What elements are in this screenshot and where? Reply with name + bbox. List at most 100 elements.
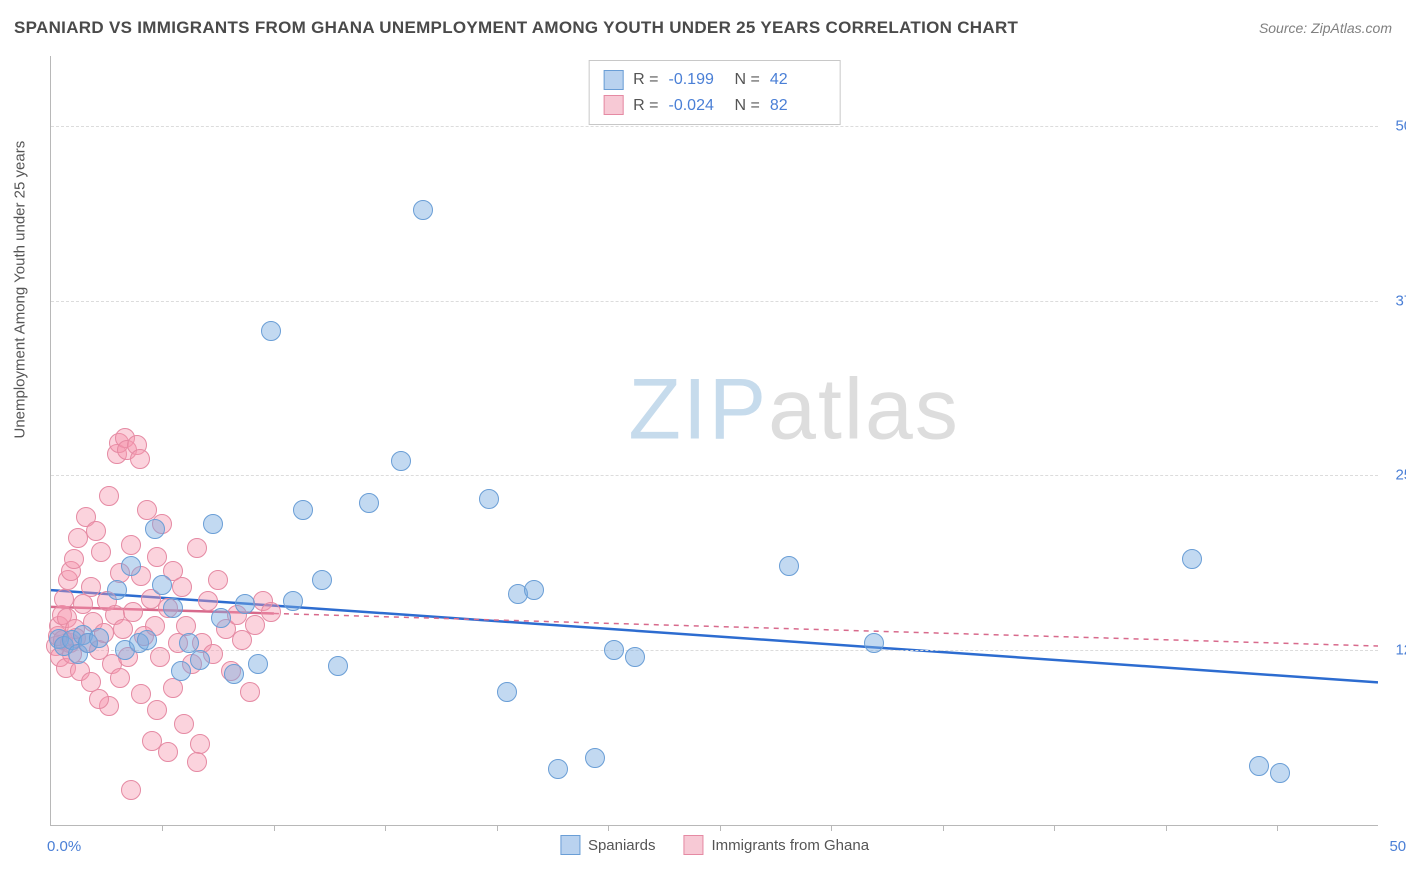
- x-tick: [1277, 825, 1278, 831]
- x-axis-max: 50.0%: [1389, 838, 1406, 855]
- data-point-spaniards: [89, 628, 109, 648]
- y-tick-label: 12.5%: [1384, 642, 1406, 659]
- data-point-spaniards: [145, 519, 165, 539]
- correlation-row-ghana: R = -0.024 N = 82: [603, 93, 826, 119]
- data-point-spaniards: [359, 493, 379, 513]
- data-point-ghana: [198, 591, 218, 611]
- data-point-ghana: [130, 449, 150, 469]
- gridline: [51, 126, 1378, 127]
- data-point-ghana: [121, 780, 141, 800]
- data-point-ghana: [64, 549, 84, 569]
- y-axis-title: Unemployment Among Youth under 25 years: [12, 141, 29, 439]
- r-label: R =: [633, 67, 658, 93]
- data-point-spaniards: [585, 748, 605, 768]
- n-value-spaniards: 42: [770, 67, 826, 93]
- x-tick: [274, 825, 275, 831]
- data-point-spaniards: [261, 321, 281, 341]
- x-tick: [943, 825, 944, 831]
- data-point-spaniards: [283, 591, 303, 611]
- trend-lines: [51, 56, 1378, 825]
- data-point-spaniards: [121, 556, 141, 576]
- x-tick: [720, 825, 721, 831]
- data-point-spaniards: [107, 580, 127, 600]
- scatter-plot-area: ZIPatlas R = -0.199 N = 42 R = -0.024 N …: [50, 56, 1378, 826]
- data-point-ghana: [172, 577, 192, 597]
- data-point-ghana: [68, 528, 88, 548]
- data-point-spaniards: [524, 580, 544, 600]
- gridline: [51, 475, 1378, 476]
- data-point-spaniards: [171, 661, 191, 681]
- y-tick-label: 25.0%: [1384, 467, 1406, 484]
- data-point-spaniards: [604, 640, 624, 660]
- x-axis-origin: 0.0%: [47, 838, 81, 855]
- data-point-spaniards: [312, 570, 332, 590]
- swatch-ghana: [603, 95, 623, 115]
- x-tick: [497, 825, 498, 831]
- r-value-ghana: -0.024: [669, 93, 725, 119]
- data-point-spaniards: [211, 608, 231, 628]
- data-point-ghana: [190, 734, 210, 754]
- x-tick: [831, 825, 832, 831]
- n-label: N =: [735, 67, 760, 93]
- data-point-ghana: [131, 684, 151, 704]
- data-point-ghana: [110, 668, 130, 688]
- legend-item-spaniards: Spaniards: [560, 835, 656, 855]
- data-point-ghana: [123, 602, 143, 622]
- data-point-spaniards: [497, 682, 517, 702]
- data-point-spaniards: [152, 575, 172, 595]
- correlation-legend: R = -0.199 N = 42 R = -0.024 N = 82: [588, 60, 841, 125]
- swatch-spaniards: [560, 835, 580, 855]
- data-point-ghana: [187, 752, 207, 772]
- legend-item-ghana: Immigrants from Ghana: [683, 835, 869, 855]
- series-legend: Spaniards Immigrants from Ghana: [560, 835, 869, 855]
- data-point-spaniards: [248, 654, 268, 674]
- data-point-spaniards: [224, 664, 244, 684]
- data-point-ghana: [158, 742, 178, 762]
- data-point-ghana: [91, 542, 111, 562]
- x-tick: [162, 825, 163, 831]
- data-point-ghana: [147, 700, 167, 720]
- data-point-ghana: [208, 570, 228, 590]
- data-point-ghana: [86, 521, 106, 541]
- data-point-spaniards: [137, 630, 157, 650]
- data-point-spaniards: [328, 656, 348, 676]
- data-point-ghana: [99, 486, 119, 506]
- data-point-ghana: [150, 647, 170, 667]
- swatch-spaniards: [603, 70, 623, 90]
- data-point-spaniards: [163, 598, 183, 618]
- data-point-spaniards: [625, 647, 645, 667]
- gridline: [51, 650, 1378, 651]
- data-point-spaniards: [293, 500, 313, 520]
- data-point-spaniards: [235, 594, 255, 614]
- r-label: R =: [633, 93, 658, 119]
- y-tick-label: 37.5%: [1384, 292, 1406, 309]
- gridline: [51, 301, 1378, 302]
- data-point-ghana: [261, 602, 281, 622]
- data-point-ghana: [240, 682, 260, 702]
- data-point-spaniards: [203, 514, 223, 534]
- data-point-spaniards: [1270, 763, 1290, 783]
- x-tick: [1054, 825, 1055, 831]
- data-point-spaniards: [190, 650, 210, 670]
- data-point-spaniards: [864, 633, 884, 653]
- data-point-ghana: [174, 714, 194, 734]
- data-point-spaniards: [779, 556, 799, 576]
- data-point-spaniards: [1182, 549, 1202, 569]
- legend-label-ghana: Immigrants from Ghana: [711, 837, 869, 854]
- watermark: ZIPatlas: [628, 360, 959, 459]
- data-point-ghana: [121, 535, 141, 555]
- x-tick: [385, 825, 386, 831]
- data-point-ghana: [54, 589, 74, 609]
- data-point-ghana: [89, 689, 109, 709]
- x-tick: [608, 825, 609, 831]
- r-value-spaniards: -0.199: [669, 67, 725, 93]
- chart-title: SPANIARD VS IMMIGRANTS FROM GHANA UNEMPL…: [14, 18, 1018, 38]
- correlation-row-spaniards: R = -0.199 N = 42: [603, 67, 826, 93]
- data-point-ghana: [187, 538, 207, 558]
- data-point-spaniards: [548, 759, 568, 779]
- swatch-ghana: [683, 835, 703, 855]
- data-point-spaniards: [1249, 756, 1269, 776]
- data-point-spaniards: [479, 489, 499, 509]
- source-attribution: Source: ZipAtlas.com: [1259, 20, 1392, 36]
- x-tick: [1166, 825, 1167, 831]
